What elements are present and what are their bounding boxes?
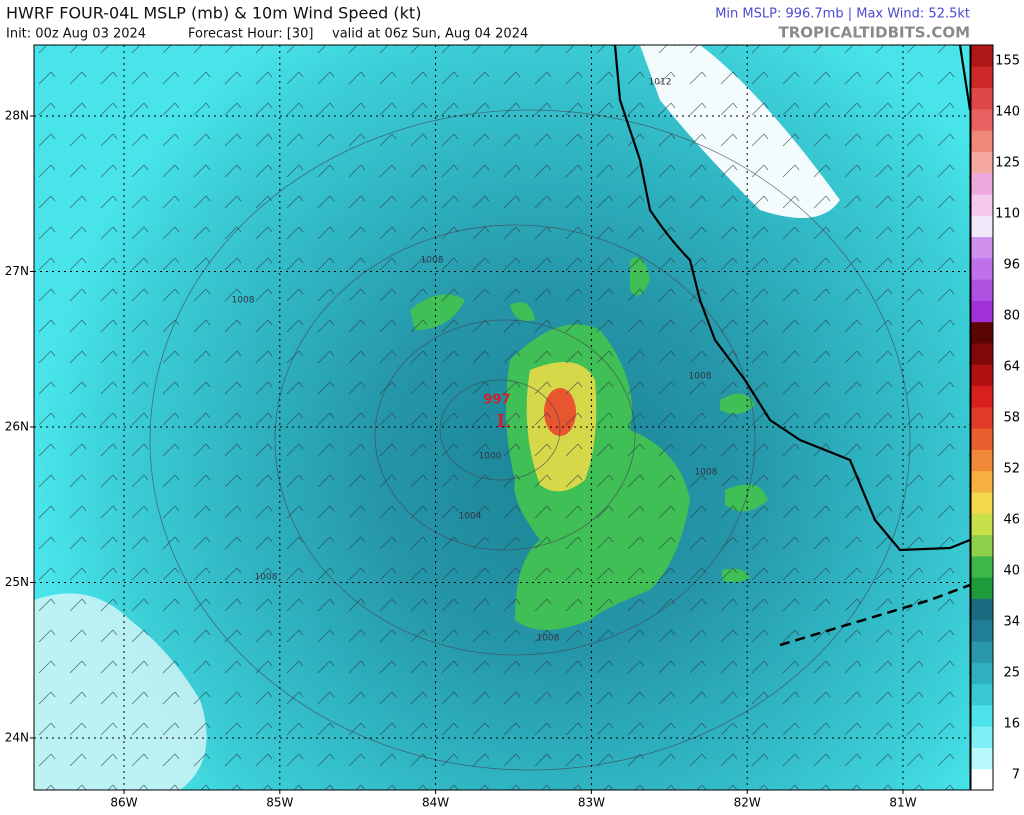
color-swatch [971, 704, 993, 727]
contour-label: 1008 [255, 573, 278, 583]
lon-label: 86W [110, 796, 137, 810]
title: HWRF FOUR-04L MSLP (mb) & 10m Wind Speed… [6, 4, 421, 23]
colorbar-label: 58 [1003, 411, 1020, 426]
color-swatch [971, 747, 993, 770]
colorbar: 155 140 125 110 96 80 64 58 52 46 40 34 25 16 7 [970, 44, 1020, 791]
forecast-hour: Forecast Hour: [30] [188, 27, 313, 42]
color-swatch [971, 726, 993, 748]
color-swatch [971, 215, 993, 238]
source: TROPICALTIDBITS.COM [779, 24, 971, 42]
color-swatch [971, 492, 993, 514]
lat-label: 25N [5, 575, 29, 589]
keys [779, 583, 970, 647]
colorbar-label: 52 [1003, 462, 1020, 477]
color-swatch [971, 555, 993, 578]
color-swatch [971, 257, 993, 280]
lat-label: 26N [5, 420, 29, 434]
colorbar-label: 110 [995, 207, 1020, 222]
color-swatch [971, 683, 993, 706]
contour-label: 1008 [421, 256, 444, 266]
color-swatch [971, 45, 993, 67]
contour-label: 1008 [537, 634, 560, 644]
coastline [613, 45, 970, 552]
contour-label: 1008 [689, 372, 712, 382]
colorbar-label: 80 [1003, 309, 1020, 324]
colorbar-label: 96 [1003, 258, 1020, 273]
wind-barbs [34, 45, 970, 790]
color-swatch [971, 428, 993, 450]
colorbar-label: 140 [995, 105, 1020, 120]
contour-label: 1000 [479, 452, 502, 462]
color-swatch [971, 534, 993, 557]
contour-label: 1004 [459, 512, 482, 522]
color-swatch [971, 172, 993, 195]
color-swatch [971, 641, 993, 663]
color-swatch [971, 598, 993, 621]
color-swatch [971, 194, 993, 216]
lon-label: 82W [734, 796, 761, 810]
contour-labels: 1012 1008 1008 1008 1008 1000 1004 1008 1008 [232, 78, 718, 644]
color-swatch [971, 385, 993, 408]
color-swatch [971, 108, 993, 131]
color-swatch [971, 768, 993, 791]
color-swatch [971, 406, 993, 429]
low-pressure: 997 [483, 393, 510, 408]
lon-label: 85W [266, 796, 293, 810]
colorbar-label: 40 [1003, 564, 1020, 579]
color-swatch [971, 470, 993, 493]
lat-label: 24N [5, 731, 29, 745]
colorbar-label: 7 [1012, 768, 1020, 783]
colorbar-label: 64 [1003, 360, 1020, 375]
color-swatch [971, 279, 993, 301]
color-swatch [971, 619, 993, 642]
lon-label: 81W [889, 796, 916, 810]
colorbar-label: 34 [1003, 615, 1020, 630]
colorbar-frame [970, 44, 994, 791]
init-time: Init: 00z Aug 03 2024 [6, 27, 146, 42]
valid-time: valid at 06z Sun, Aug 04 2024 [332, 27, 528, 42]
colorbar-label: 155 [995, 54, 1020, 69]
lat-label: 28N [5, 109, 29, 123]
color-swatch [971, 321, 993, 344]
colorbar-label: 46 [1003, 513, 1020, 528]
colorbar-label: 16 [1003, 717, 1020, 732]
map: 997 L 1012100810081008100810001004100810… [34, 45, 970, 790]
colorbar-label: 125 [995, 156, 1020, 171]
color-swatch [971, 300, 993, 323]
color-swatch [971, 66, 993, 89]
color-swatch [971, 343, 993, 365]
color-swatch [971, 236, 993, 259]
color-swatch [971, 151, 993, 174]
color-swatch [971, 364, 993, 387]
graticule [34, 45, 970, 790]
color-swatch [971, 513, 993, 536]
isobars [149, 109, 911, 771]
colorbar-label: 25 [1003, 666, 1020, 681]
low-symbol: L [497, 411, 510, 432]
contour-label: 1008 [695, 468, 718, 478]
lon-label: 84W [422, 796, 449, 810]
color-swatch [971, 130, 993, 152]
contour-label: 1008 [232, 296, 255, 306]
color-swatch [971, 87, 993, 110]
map-frame [33, 44, 971, 791]
stats: Min MSLP: 996.7mb | Max Wind: 52.5kt [715, 7, 970, 22]
lat-label: 27N [5, 264, 29, 278]
color-swatch [971, 449, 993, 472]
lon-label: 83W [578, 796, 605, 810]
color-swatch [971, 662, 993, 685]
contour-label: 1012 [649, 78, 672, 88]
color-swatch [971, 577, 993, 599]
axes: 28N 27N 26N 25N 24N 86W 85W 84W 83W 82W 81W [5, 109, 917, 810]
